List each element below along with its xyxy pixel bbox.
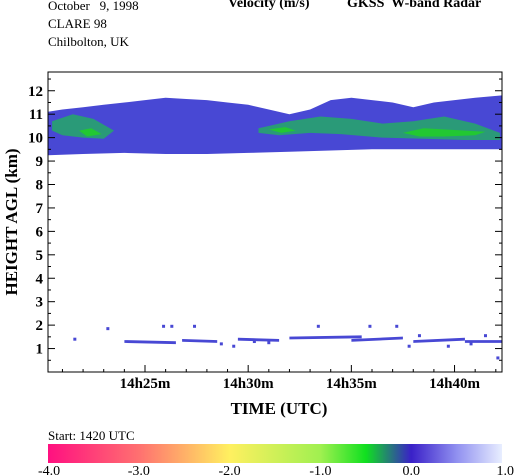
colorbar-tick-label-1: -3.0 [128, 464, 150, 476]
radar-echo-speckle-14 [446, 344, 450, 348]
colorbar-tick-label-2: -2.0 [219, 464, 241, 476]
radar-echo-speckle-15 [469, 342, 473, 346]
y-tick-label-4: 4 [36, 271, 44, 287]
radar-echo-speckle-1 [106, 327, 110, 331]
y-tick-label-1: 1 [36, 342, 44, 358]
low-cloud-segment-0 [124, 340, 176, 345]
low-cloud-segment-3 [289, 335, 362, 340]
campaign-label: CLARE 98 [48, 16, 107, 31]
y-tick-label-5: 5 [36, 248, 44, 264]
instrument-label: GKSS W-band Radar [347, 0, 482, 11]
colorbar-ticks: -4.0 -3.0 -2.0 -1.0 0.0 1.0 [38, 464, 514, 476]
radar-echo-speckle-8 [267, 341, 271, 345]
radar-echo-speckle-0 [73, 337, 77, 341]
low-cloud-segment-6 [464, 340, 502, 343]
upper-cloud-core-region-0 [79, 128, 102, 137]
date-label: October 9, 1998 [48, 0, 139, 13]
y-tick-label-6: 6 [36, 224, 44, 240]
y-tick-label-9: 9 [36, 154, 44, 170]
radar-echo-speckle-17 [496, 356, 500, 360]
radar-echo-speckle-11 [395, 324, 399, 328]
location-label: Chilbolton, UK [48, 34, 129, 49]
upper-cloud-core-region-2 [402, 128, 486, 137]
colorbar-tick-label-0: -4.0 [38, 464, 60, 476]
x-tick-label-30: 14h30m [223, 376, 274, 392]
chart-title: Velocity (m/s) [228, 0, 310, 11]
x-axis: 14h25m 14h30m 14h35m 14h40m [61, 365, 497, 392]
radar-echo-speckle-16 [483, 334, 487, 338]
x-tick-label-40: 14h40m [429, 376, 480, 392]
radar-echo-speckle-12 [407, 344, 411, 348]
radar-echo-speckle-6 [232, 344, 236, 348]
radar-echo-speckle-5 [219, 342, 223, 346]
radar-echo-speckle-4 [193, 324, 197, 328]
x-tick-label-25: 14h25m [120, 376, 171, 392]
colorbar-tick-label-4: 0.0 [402, 464, 420, 476]
y-tick-label-8: 8 [36, 178, 44, 194]
radar-echo-speckle-3 [170, 324, 174, 328]
start-time-label: Start: 1420 UTC [48, 428, 135, 443]
radar-echo-speckle-9 [316, 324, 320, 328]
radar-echo-speckle-10 [368, 324, 372, 328]
y-tick-label-2: 2 [36, 318, 44, 334]
colorbar [48, 444, 502, 463]
colorbar-tick-label-3: -1.0 [309, 464, 331, 476]
y-tick-label-7: 7 [36, 201, 44, 217]
x-axis-label: TIME (UTC) [231, 399, 328, 418]
velocity-field [48, 95, 502, 360]
x-tick-label-35: 14h35m [326, 376, 377, 392]
y-axis-label: HEIGHT AGL (km) [2, 148, 21, 295]
y-tick-label-10: 10 [28, 131, 43, 147]
radar-echo-speckle-13 [417, 334, 421, 338]
low-cloud-segment-5 [413, 337, 465, 343]
plot-frame [47, 71, 503, 373]
y-tick-label-12: 12 [28, 84, 43, 100]
radar-echo-speckle-7 [252, 340, 256, 344]
low-cloud-segment-4 [351, 336, 403, 342]
low-cloud-segment-1 [182, 339, 218, 343]
colorbar-tick-label-5: 1.0 [497, 464, 515, 476]
radar-echo-speckle-2 [162, 324, 166, 328]
low-cloud-segment-2 [237, 337, 280, 342]
y-tick-label-11: 11 [29, 107, 43, 123]
upper-cloud-core-region-1 [268, 127, 296, 133]
y-tick-label-3: 3 [36, 295, 44, 311]
